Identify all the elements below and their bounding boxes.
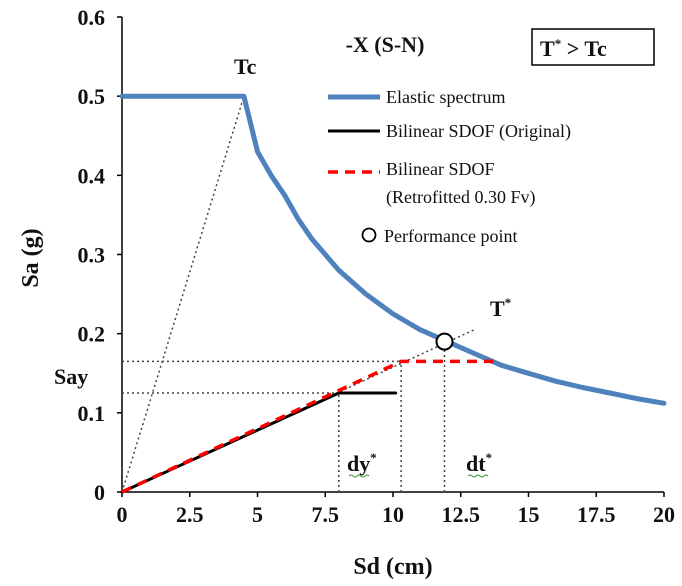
dt-label: dt* — [466, 450, 492, 476]
legend: Elastic spectrum Bilinear SDOF (Original… — [328, 87, 571, 246]
series-line-bilinear-retrofitted — [121, 359, 494, 494]
x-tick-label: 17.5 — [577, 502, 616, 527]
y-axis-title: Sa (g) — [18, 228, 44, 287]
x-tick-label: 0 — [117, 502, 128, 527]
performance-point-marker — [435, 332, 454, 351]
reference-line — [121, 95, 245, 493]
legend-label-elastic: Elastic spectrum — [386, 87, 505, 107]
legend-label-original: Bilinear SDOF (Original) — [386, 121, 571, 142]
y-tick-label: 0 — [94, 480, 105, 505]
x-tick-label: 5 — [252, 502, 263, 527]
dy-squiggle — [348, 474, 370, 478]
condition-box-text: T* > Tc — [540, 36, 607, 61]
y-tick-label: 0.5 — [78, 84, 106, 109]
x-ticks: 0 2.5 5 7.5 10 12.5 15 17.5 20 — [117, 492, 675, 527]
tstar-label: T* — [490, 295, 511, 321]
y-tick-label: 0.4 — [78, 163, 106, 188]
series-line-elastic-spectrum — [119, 93, 667, 406]
legend-label-performance-point: Performance point — [384, 226, 517, 246]
chart-title: -X (S-N) — [346, 32, 425, 57]
reference-lines — [121, 95, 475, 493]
condition-box — [531, 28, 655, 66]
x-tick-label: 20 — [653, 502, 675, 527]
series-line-bilinear-original — [120, 391, 398, 494]
y-tick-label: 0.2 — [78, 322, 106, 347]
legend-marker-performance-point — [361, 227, 377, 243]
x-axis-title: Sd (cm) — [353, 554, 432, 580]
dy-label: dy* — [347, 450, 377, 476]
y-tick-label: 0.6 — [78, 5, 106, 30]
x-tick-label: 15 — [518, 502, 540, 527]
x-tick-label: 7.5 — [312, 502, 340, 527]
legend-label-retrofitted-line2: (Retrofitted 0.30 Fv) — [386, 187, 535, 208]
dt-squiggle — [467, 474, 489, 478]
tc-label: Tc — [234, 54, 257, 79]
series-layer — [119, 93, 667, 494]
y-tick-label: 0.3 — [78, 243, 106, 268]
x-tick-label: 10 — [382, 502, 404, 527]
x-tick-label: 12.5 — [442, 502, 481, 527]
say-label: Say — [54, 364, 88, 389]
legend-label-retrofitted-line1: Bilinear SDOF — [386, 159, 495, 179]
y-tick-label: 0.1 — [78, 401, 106, 426]
x-tick-label: 2.5 — [176, 502, 204, 527]
